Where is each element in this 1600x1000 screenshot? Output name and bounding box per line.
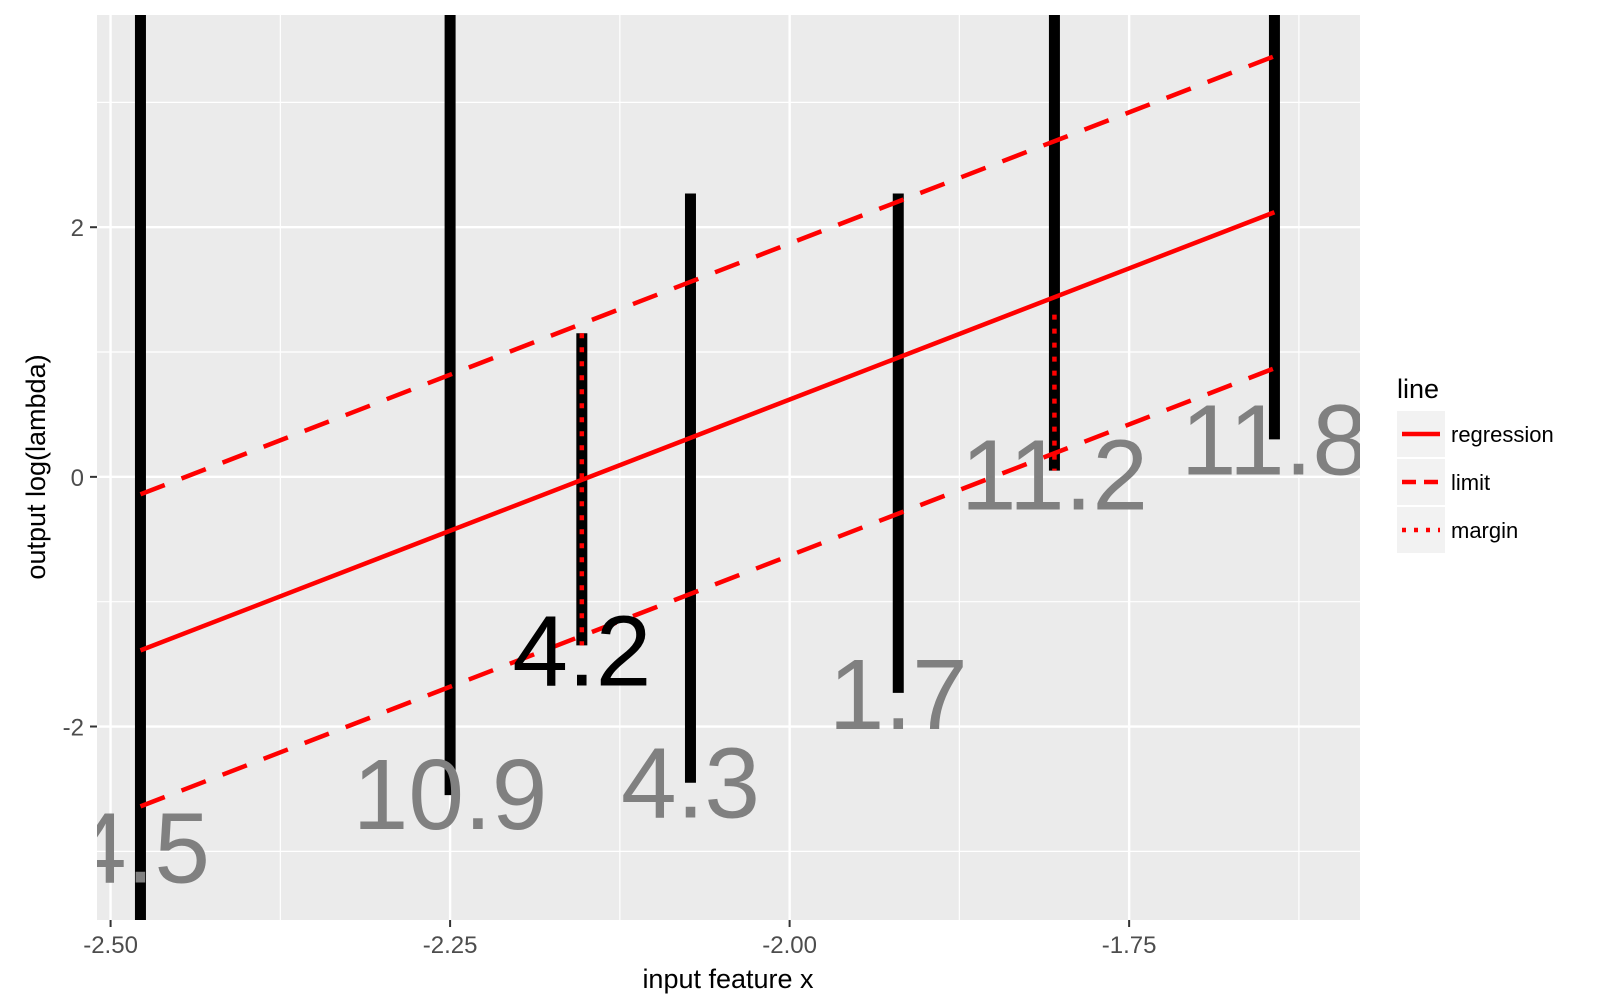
y-axis-title: output log(lambda) (21, 354, 51, 579)
data-label: 11.2 (961, 419, 1148, 531)
legend-label-limit: limit (1451, 470, 1490, 495)
interval-segments (134, 15, 1280, 920)
data-label: 10.9 (353, 739, 548, 851)
regression-lines (139, 54, 1276, 809)
legend-title: line (1397, 374, 1439, 404)
x-axis-title: input feature x (642, 964, 814, 994)
data-label: 4.3 (621, 728, 760, 840)
lower-limit-line (139, 366, 1276, 809)
data-label: 4.2 (512, 595, 651, 707)
x-tick-label: -2.25 (423, 932, 478, 959)
x-tick-label: -1.75 (1102, 932, 1157, 959)
x-tick-label: -2.50 (83, 932, 138, 959)
legend-label-regression: regression (1451, 422, 1554, 447)
regression-line (139, 210, 1276, 653)
x-tick-label: -2.00 (762, 932, 817, 959)
data-label: 4.5 (71, 793, 210, 905)
legend: line regression limit margin (1397, 374, 1554, 553)
y-tick-label: 0 (71, 465, 84, 492)
margin-lines (579, 314, 1057, 646)
axes: -2.50 -2.25 -2.00 -1.75 -2 0 2 (63, 215, 1157, 959)
data-labels: 4.5 10.9 4.2 4.3 1.7 11.2 11.8 (71, 384, 1368, 905)
plot-panel (97, 15, 1360, 920)
data-label: 11.8 (1181, 384, 1368, 496)
data-label: 1.7 (829, 639, 968, 751)
y-tick-label: 2 (71, 215, 84, 242)
y-tick-label: -2 (63, 715, 84, 742)
legend-label-margin: margin (1451, 518, 1518, 543)
upper-limit-line (139, 54, 1276, 497)
